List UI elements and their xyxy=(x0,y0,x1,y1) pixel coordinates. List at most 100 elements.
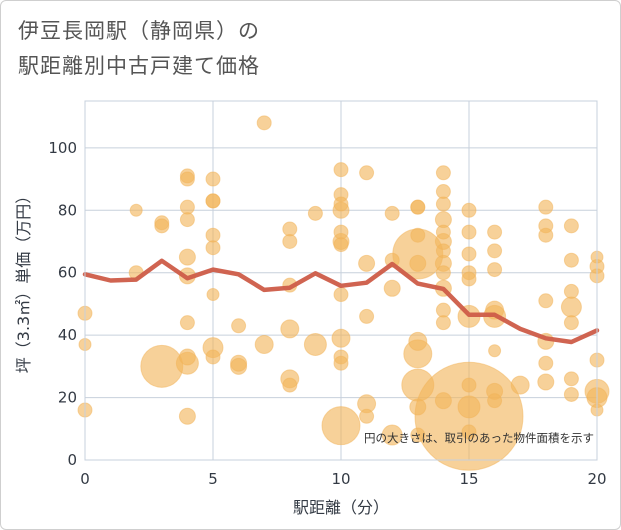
bubble-point xyxy=(333,196,349,212)
bubble-point xyxy=(384,252,400,268)
bubble-point xyxy=(435,243,451,259)
bubble-point xyxy=(510,375,530,395)
x-tick-label: 20 xyxy=(587,470,606,488)
x-tick-label: 10 xyxy=(331,470,350,488)
bubble-point xyxy=(321,406,361,446)
y-tick-label: 0 xyxy=(67,451,77,469)
x-axis-title: 駅距離（分） xyxy=(293,498,389,517)
bubble-point xyxy=(563,283,579,299)
bubble-point xyxy=(487,243,503,259)
bubble-point xyxy=(179,315,195,331)
bubble-point xyxy=(410,199,426,215)
bubble-point xyxy=(129,203,143,217)
bubble-point xyxy=(179,199,195,215)
bubble-point xyxy=(408,331,428,351)
bubble-size-note: 円の大きさは、取引のあった物件面積を示す xyxy=(364,431,594,445)
bubble-point xyxy=(359,165,375,181)
bubble-point xyxy=(178,407,196,425)
y-axis-title: 坪（3.3㎡）単価（万円） xyxy=(14,188,33,373)
bubble-point xyxy=(538,199,554,215)
bubble-point xyxy=(409,398,427,416)
bubble-point xyxy=(230,357,248,375)
bubble-point xyxy=(381,424,403,446)
bubble-point xyxy=(205,349,221,365)
bubble-point xyxy=(401,368,435,402)
bubble-point xyxy=(487,262,503,278)
bubble-point xyxy=(461,377,477,393)
x-tick-label: 0 xyxy=(80,470,90,488)
bubble-point xyxy=(282,233,298,249)
bubble-point xyxy=(282,221,298,237)
y-tick-label: 100 xyxy=(48,139,77,157)
bubble-point xyxy=(457,395,481,419)
bubble-point xyxy=(435,265,451,281)
bubble-point xyxy=(333,237,349,253)
bubble-point xyxy=(359,308,375,324)
bubble-point xyxy=(231,318,247,334)
average-price-line xyxy=(82,258,600,345)
bubble-point xyxy=(563,386,579,402)
x-tick-label: 5 xyxy=(208,470,218,488)
bubble-series xyxy=(77,115,610,471)
bubble-point xyxy=(178,348,196,366)
bubble-point xyxy=(303,332,327,356)
bubble-point xyxy=(358,254,376,272)
bubble-point xyxy=(331,328,351,348)
y-tick-label: 80 xyxy=(58,201,77,219)
bubble-point xyxy=(205,193,221,209)
bubble-point xyxy=(254,334,274,354)
bubble-point xyxy=(435,165,451,181)
bubble-point xyxy=(487,393,503,409)
bubble-point xyxy=(538,293,554,309)
bubble-point xyxy=(563,252,579,268)
bubble-point xyxy=(435,302,451,318)
axes: 0 5 10 15 20 0 20 40 60 80 100 xyxy=(48,100,607,488)
bubble-point xyxy=(435,196,451,212)
bubble-point xyxy=(205,240,221,256)
bubble-point xyxy=(383,279,401,297)
bubble-point xyxy=(410,427,426,443)
chart-title: 伊豆長岡駅（静岡県）の 駅距離別中古戸建て価格 xyxy=(18,19,260,78)
x-tick-label: 15 xyxy=(459,470,478,488)
bubble-point xyxy=(563,371,579,387)
bubble-point xyxy=(205,227,221,243)
bubble-point xyxy=(280,319,300,339)
plot-border xyxy=(84,100,598,461)
bubble-point xyxy=(333,224,349,240)
bubble-point xyxy=(384,205,400,221)
y-tick-label: 40 xyxy=(58,326,77,344)
bubble-point xyxy=(333,355,349,371)
y-tick-label: 60 xyxy=(58,264,77,282)
bubble-point xyxy=(179,212,195,228)
bubble-point xyxy=(359,408,375,424)
bubble-point xyxy=(333,287,349,303)
bubble-point xyxy=(537,373,555,391)
bubble-point xyxy=(206,288,220,302)
bubble-point xyxy=(461,271,477,287)
bubble-point xyxy=(488,344,502,358)
bubble-point xyxy=(256,115,272,131)
y-tick-label: 20 xyxy=(58,389,77,407)
bubble-point xyxy=(538,227,554,243)
bubble-point xyxy=(487,224,503,240)
bubble-point xyxy=(563,218,579,234)
average-line-series xyxy=(82,258,600,345)
bubble-point xyxy=(307,205,323,221)
bubble-point xyxy=(435,224,451,240)
bubble-point xyxy=(205,171,221,187)
bubble-point xyxy=(461,246,477,262)
bubble-point xyxy=(461,424,477,440)
bubble-point xyxy=(333,162,349,178)
bubble-point xyxy=(179,171,195,187)
bubble-point xyxy=(434,392,452,410)
bubble-point xyxy=(435,315,451,331)
bubble-point xyxy=(282,377,298,393)
bubble-point xyxy=(560,296,582,318)
bubble-point xyxy=(178,248,196,266)
bubble-point xyxy=(538,355,554,371)
bubble-point xyxy=(461,224,477,240)
bubble-point xyxy=(154,218,170,234)
bubble-point xyxy=(563,315,579,331)
bubble-point xyxy=(435,184,451,200)
